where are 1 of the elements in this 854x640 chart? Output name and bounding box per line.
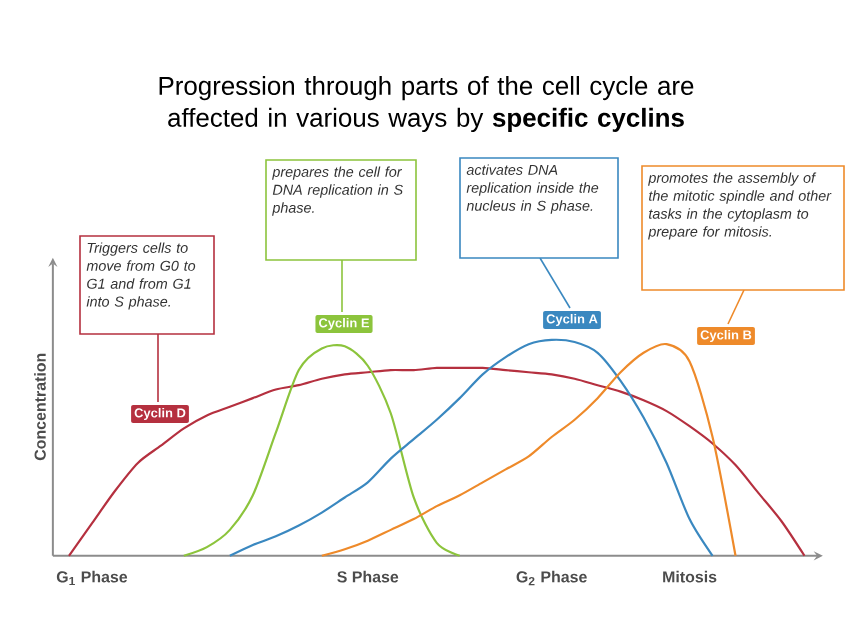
chart-title: Progression through parts of the cell cycle are affected in various ways by specific cyclins	[159, 75, 694, 133]
